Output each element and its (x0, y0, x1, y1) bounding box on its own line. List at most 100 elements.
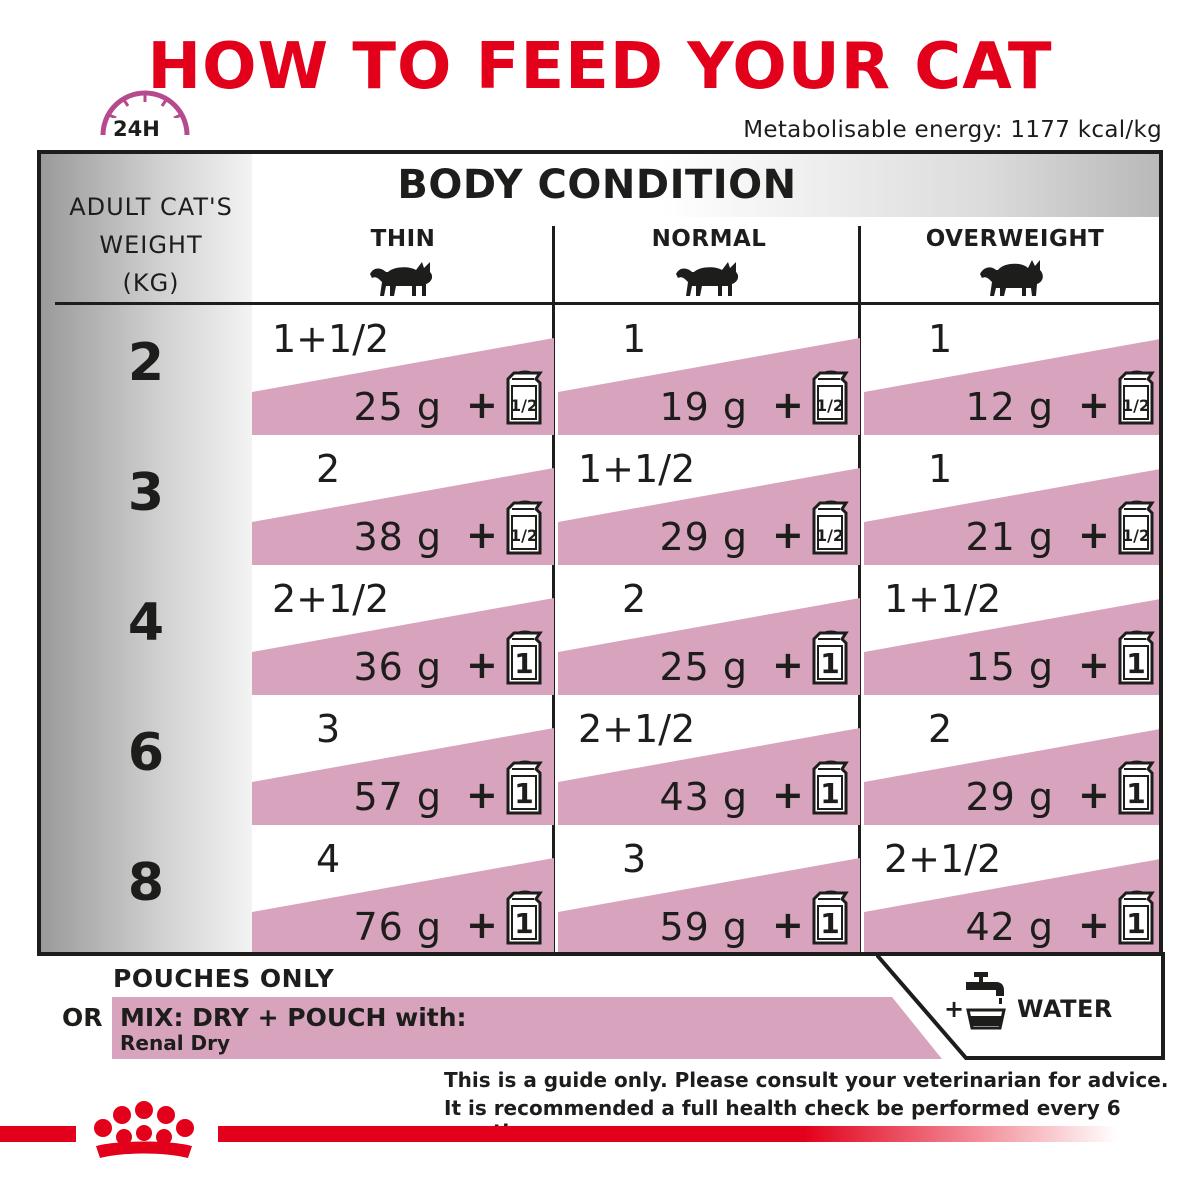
portion-count: 3 (316, 707, 341, 751)
feeding-cell: 2 25 g +1 (558, 565, 860, 695)
dry-grams: 43 g (659, 775, 748, 819)
clock-label: 24H (113, 117, 160, 141)
pouch-icon (1118, 760, 1155, 815)
weight-label-line: ADULT CAT'S (69, 193, 233, 221)
dry-grams: 15 g (965, 645, 1054, 689)
feeding-cell: 2 29 g +1 (864, 695, 1159, 825)
header-divider (55, 302, 1159, 305)
pouch-amount: 1/2 (1121, 396, 1151, 415)
dry-grams: 59 g (659, 905, 748, 949)
metabolisable-energy: Metabolisable energy: 1177 kcal/kg (743, 117, 1162, 143)
portion-count: 2+1/2 (578, 707, 696, 751)
pouch-amount: 1/2 (815, 396, 845, 415)
body-condition-header-bg (252, 154, 1159, 217)
water-tap-icon (966, 972, 1006, 1030)
pouch-icon (506, 500, 543, 555)
feeding-table: BODY CONDITION ADULT CAT'S WEIGHT (KG) T… (37, 150, 1163, 956)
feeding-cell: 1 21 g +1/2 (864, 435, 1159, 565)
pouches-only-label: POUCHES ONLY (113, 964, 335, 993)
weight-value: 8 (127, 853, 165, 913)
pouch-amount: 1 (1126, 777, 1146, 810)
dry-grams: 19 g (659, 385, 748, 429)
or-label: OR (62, 1003, 103, 1032)
brand-stripe-left (0, 1126, 76, 1142)
portion-count: 2 (928, 707, 953, 751)
portion-count: 2+1/2 (272, 577, 390, 621)
dry-grams: 12 g (965, 385, 1054, 429)
pink-band (864, 469, 1159, 565)
pink-band (864, 859, 1159, 952)
cat-icon (370, 262, 433, 296)
portion-count: 1 (928, 317, 953, 361)
plus-sign: + (1078, 773, 1110, 817)
pouch-icon (812, 630, 849, 685)
pink-band (558, 858, 860, 952)
portion-count: 2+1/2 (884, 837, 1002, 881)
plus-sign: + (1078, 643, 1110, 687)
portion-count: 1+1/2 (272, 317, 390, 361)
feeding-cell: 1 19 g +1/2 (558, 305, 860, 435)
pouch-amount: 1/2 (509, 396, 539, 415)
dry-grams: 25 g (353, 385, 442, 429)
portion-count: 1 (622, 317, 647, 361)
dry-grams: 42 g (965, 905, 1054, 949)
mix-product: Renal Dry (120, 1031, 231, 1055)
dry-grams: 76 g (353, 905, 442, 949)
weight-value: 2 (127, 333, 165, 393)
pink-band (864, 339, 1159, 435)
cat-icon (980, 260, 1043, 296)
portion-count: 1+1/2 (578, 447, 696, 491)
feeding-cell: 1+1/2 29 g +1/2 (558, 435, 860, 565)
column-header-thin: THIN (370, 226, 436, 252)
pouch-icon (1118, 630, 1155, 685)
plus-sign: + (466, 643, 498, 687)
water-label: WATER (1017, 995, 1113, 1023)
feeding-cell: 1+1/2 15 g +1 (864, 565, 1159, 695)
feeding-cell: 1 12 g +1/2 (864, 305, 1159, 435)
royal-canin-crown-logo (94, 1101, 194, 1158)
page-title: HOW TO FEED YOUR CAT (147, 30, 1053, 104)
pouch-amount: 1 (1126, 647, 1146, 680)
feeding-cell: 3 59 g +1 (558, 825, 860, 952)
pouch-icon (812, 890, 849, 945)
pink-band (558, 338, 860, 435)
weight-column-label: ADULT CAT'S WEIGHT (KG) (51, 188, 251, 302)
plus-sign: + (772, 903, 804, 947)
cat-icon (676, 262, 739, 296)
pouch-amount: 1/2 (815, 526, 845, 545)
pouch-amount: 1 (820, 647, 840, 680)
column-divider (858, 226, 861, 952)
portion-count: 1 (928, 447, 953, 491)
column-header-normal: NORMAL (651, 226, 767, 252)
pink-band (558, 728, 860, 825)
mix-label: MIX: DRY + POUCH with: (120, 1003, 467, 1032)
pouch-icon (506, 760, 543, 815)
plus-sign: + (466, 903, 498, 947)
pouch-icon (1118, 370, 1155, 425)
pink-band (252, 858, 554, 952)
pouch-amount: 1 (820, 907, 840, 940)
plus-sign: + (466, 513, 498, 557)
dry-grams: 21 g (965, 515, 1054, 559)
water-box (876, 952, 1165, 1060)
pouch-amount: 1/2 (509, 526, 539, 545)
feeding-cell: 3 57 g +1 (252, 695, 554, 825)
plus-sign: + (772, 513, 804, 557)
pink-band (252, 598, 554, 695)
water-plus: + (944, 995, 965, 1023)
feeding-cell: 2+1/2 36 g +1 (252, 565, 554, 695)
portion-count: 1+1/2 (884, 577, 1002, 621)
plus-sign: + (466, 773, 498, 817)
plus-sign: + (1078, 383, 1110, 427)
pink-band (864, 729, 1159, 825)
pouch-amount: 1 (820, 777, 840, 810)
brand-stripe-right (218, 1126, 1118, 1142)
column-divider (552, 226, 555, 952)
weight-label-line: WEIGHT (99, 231, 203, 259)
pouch-icon (812, 500, 849, 555)
pouch-icon (506, 630, 543, 685)
weight-value: 3 (127, 463, 165, 523)
pouch-amount: 1 (1126, 907, 1146, 940)
dry-grams: 29 g (659, 515, 748, 559)
pouch-icon (1118, 890, 1155, 945)
